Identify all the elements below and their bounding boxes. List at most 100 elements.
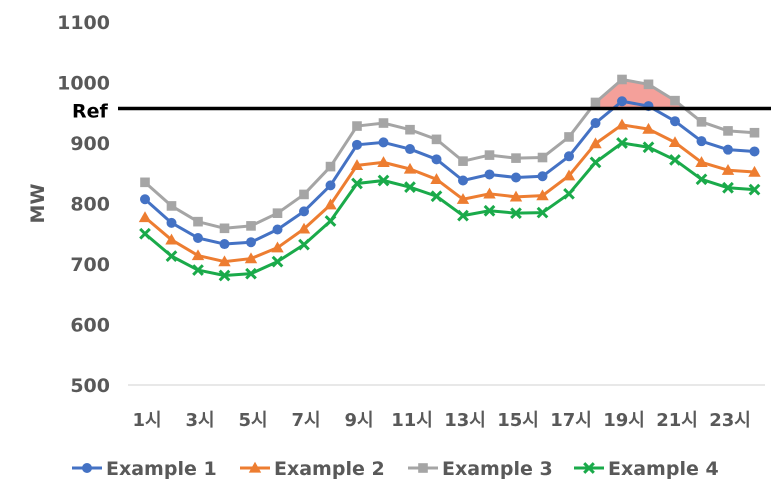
data-point (272, 224, 283, 235)
data-point (721, 164, 735, 175)
data-point (272, 208, 283, 218)
data-point (458, 156, 468, 166)
data-point (166, 201, 177, 211)
data-point (590, 97, 601, 108)
data-point (536, 206, 549, 219)
legend-swatch-marker (583, 462, 595, 474)
data-point (670, 116, 680, 127)
series-2 (138, 118, 761, 267)
data-point (405, 124, 415, 135)
data-point (589, 137, 602, 149)
data-point (246, 237, 256, 248)
reference-line-label: Ref (72, 101, 109, 123)
data-point (325, 180, 336, 191)
y-axis-title: MW (27, 184, 49, 224)
data-point (537, 171, 548, 182)
x-tick-label: 23시 (709, 410, 751, 431)
x-tick-label: 3시 (185, 410, 214, 431)
data-point (616, 137, 628, 149)
y-tick-label: 800 (70, 194, 110, 216)
legend-item: Example 4 (574, 458, 719, 480)
data-point (562, 169, 576, 181)
y-tick-label: 1000 (57, 73, 110, 95)
data-point (140, 194, 150, 205)
data-point (139, 227, 151, 240)
data-point (403, 162, 417, 174)
x-axis: 1시 3시 5시 7시 9시 11시 13시 15시 17시 19시 21시 23시 (128, 384, 765, 431)
x-tick-label: 5시 (238, 410, 267, 431)
data-point (218, 255, 231, 267)
data-point (617, 74, 627, 85)
data-point (430, 173, 443, 184)
x-tick-label: 21시 (656, 410, 698, 431)
data-point (457, 209, 469, 222)
data-point (377, 156, 390, 168)
data-point (617, 96, 627, 107)
data-point (165, 250, 178, 262)
data-point (749, 127, 760, 138)
data-point (324, 215, 337, 227)
data-point (615, 118, 629, 130)
data-point (138, 211, 152, 223)
data-point (378, 137, 389, 148)
data-point (696, 136, 707, 147)
data-point (430, 190, 443, 203)
x-tick-label: 1시 (132, 410, 161, 431)
legend-swatch-marker (248, 461, 262, 473)
data-point (749, 146, 760, 157)
data-point (590, 118, 601, 129)
legend-label: Example 2 (274, 458, 385, 480)
data-point (325, 161, 336, 172)
data-point (695, 156, 708, 168)
data-point (564, 151, 574, 162)
data-point (589, 156, 602, 169)
data-point (191, 249, 205, 261)
legend: Example 1 Example 2 Example 3 Example 4 (72, 458, 719, 480)
data-point (350, 159, 364, 171)
series-4 (139, 137, 761, 282)
data-point (456, 193, 470, 204)
data-point (405, 144, 415, 155)
data-point (271, 241, 284, 253)
data-point (695, 173, 708, 186)
data-point (165, 233, 178, 245)
data-point (324, 198, 337, 210)
x-tick-label: 11시 (391, 410, 433, 431)
legend-label: Example 1 (106, 458, 217, 480)
legend-item: Example 2 (240, 458, 385, 480)
x-tick-label: 9시 (344, 410, 373, 431)
data-point (723, 126, 733, 136)
y-tick-label: 600 (70, 315, 110, 337)
data-point (668, 136, 682, 148)
data-point (246, 221, 256, 231)
data-point (431, 134, 442, 145)
data-point (352, 121, 362, 131)
data-point (378, 118, 389, 128)
data-point (484, 150, 495, 160)
data-point (244, 252, 258, 264)
data-point (484, 169, 495, 180)
data-point (377, 174, 390, 187)
legend-item: Example 1 (72, 458, 217, 480)
data-point (219, 223, 230, 234)
data-point (483, 187, 496, 199)
x-tick-label: 17시 (550, 410, 592, 431)
data-point (511, 153, 521, 163)
y-tick-label: 1100 (57, 12, 110, 34)
data-point (193, 232, 203, 243)
y-tick-label: 900 (70, 133, 110, 155)
data-point (563, 187, 575, 200)
data-point (271, 255, 284, 268)
data-point (298, 238, 310, 251)
reference-line-layer: Ref (72, 101, 771, 123)
series-line (144, 123, 755, 264)
data-point (352, 139, 362, 150)
legend-label: Example 4 (608, 458, 719, 480)
x-tick-label: 7시 (291, 410, 320, 431)
data-point (696, 117, 707, 127)
x-tick-label: 15시 (497, 410, 539, 431)
data-point (642, 122, 655, 134)
series-line (144, 99, 755, 246)
legend-swatch-marker (418, 463, 428, 473)
